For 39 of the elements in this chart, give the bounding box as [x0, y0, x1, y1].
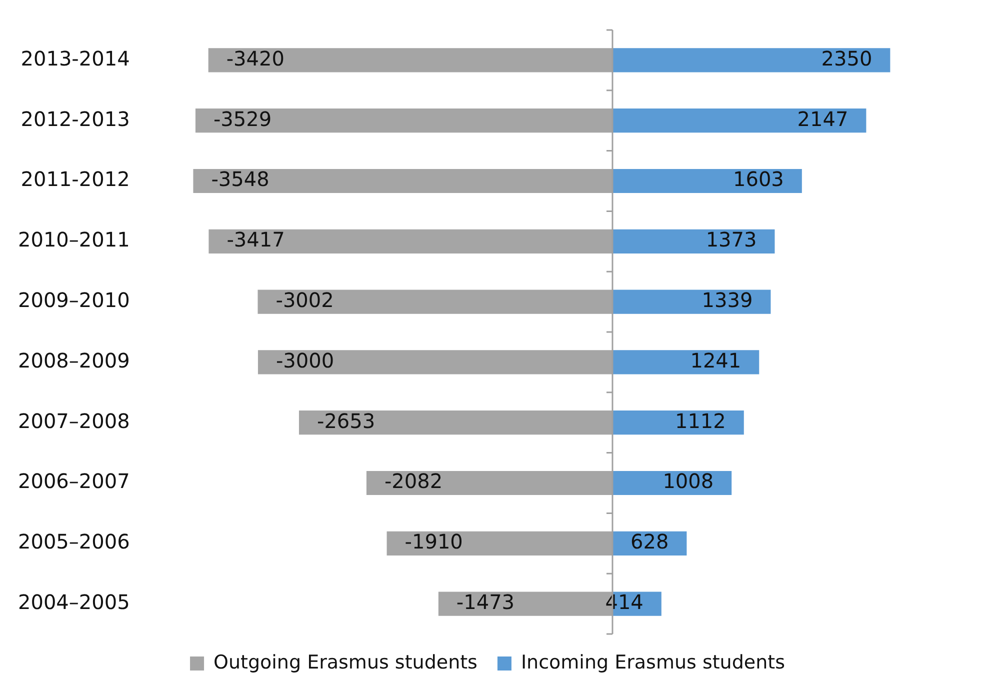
- y-tick-label: 2012-2013: [20, 106, 130, 131]
- legend-label: Incoming Erasmus students: [520, 651, 785, 674]
- data-label: 1112: [674, 408, 726, 433]
- data-label: 414: [605, 590, 644, 614]
- data-label: 1339: [702, 288, 753, 312]
- y-tick-label: 2013-2014: [20, 46, 130, 70]
- data-label: -3420: [226, 46, 284, 70]
- y-tick-label: 2005–2006: [18, 530, 130, 554]
- bar: [612, 290, 771, 314]
- data-label: -3529: [213, 106, 272, 131]
- bar: [612, 350, 760, 374]
- data-label: -1473: [456, 590, 515, 614]
- data-label: 2350: [821, 46, 872, 70]
- y-tick-label: 2006–2007: [18, 469, 130, 494]
- data-label: 628: [630, 530, 669, 554]
- data-label: -3002: [276, 288, 334, 312]
- data-label: -1910: [404, 530, 463, 554]
- data-label: -3417: [226, 228, 285, 252]
- bar: [612, 229, 775, 254]
- y-tick-label: 2004–2005: [18, 590, 130, 614]
- data-label: 1373: [706, 228, 757, 252]
- bar: [612, 168, 802, 194]
- y-tick-label: 2008–2009: [18, 348, 130, 372]
- bar: [612, 410, 744, 435]
- y-tick-label: 2007–2008: [18, 408, 130, 433]
- data-label: 2147: [797, 106, 848, 131]
- y-tick-label: 2011-2012: [20, 167, 130, 192]
- data-label: -2082: [384, 469, 443, 494]
- y-tick-label: 2010–2011: [18, 228, 130, 252]
- bar: [612, 48, 890, 72]
- data-label: -3000: [276, 348, 334, 372]
- legend-label: Outgoing Erasmus students: [214, 651, 478, 674]
- data-label: 1008: [662, 469, 714, 494]
- data-label: -3548: [211, 167, 270, 192]
- data-label: 1241: [690, 348, 742, 372]
- bar: [612, 108, 866, 133]
- data-label: 1603: [733, 167, 784, 192]
- data-label: -2653: [316, 408, 376, 433]
- y-tick-label: 2009–2010: [18, 288, 130, 312]
